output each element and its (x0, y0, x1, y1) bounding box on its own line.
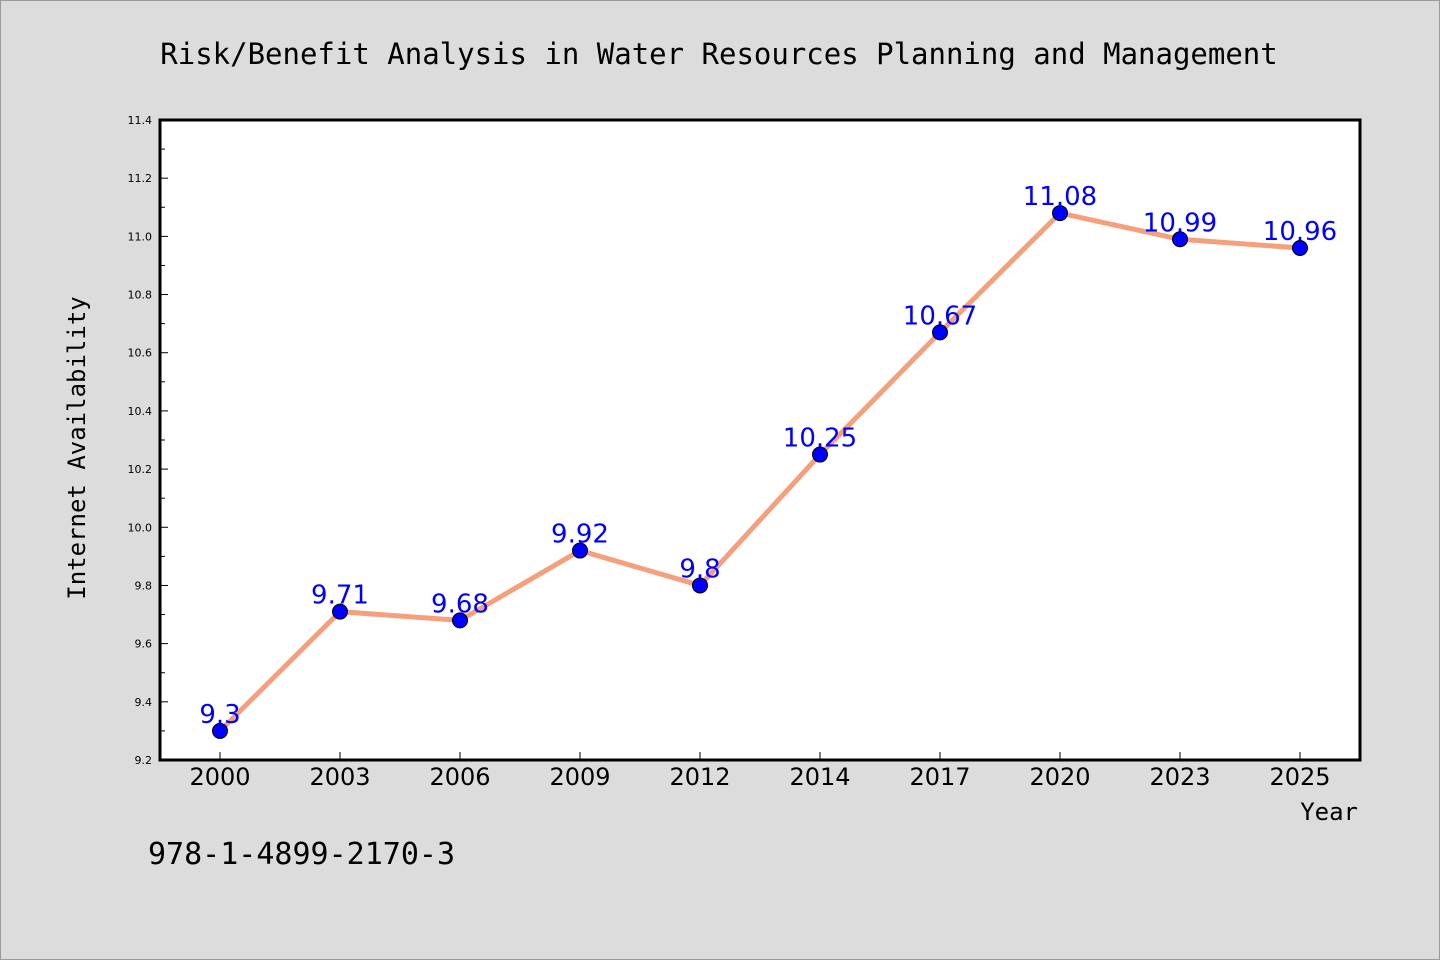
y-tick-label: 11.4 (128, 114, 153, 127)
data-point (1172, 231, 1188, 248)
y-tick-label: 11.0 (128, 230, 153, 243)
data-point (452, 612, 468, 629)
data-label: 9.71 (311, 581, 369, 611)
data-markers (212, 205, 1308, 739)
data-label: 9.8 (679, 554, 720, 584)
data-point (332, 603, 348, 620)
y-tick-label: 10.2 (128, 463, 153, 476)
x-tick-label: 2020 (1029, 763, 1090, 791)
y-tick-label: 10.4 (128, 405, 153, 418)
data-point (212, 722, 228, 739)
x-tick-label: 2014 (789, 763, 850, 791)
y-tick-label: 10.0 (128, 521, 153, 534)
y-tick-label: 10.6 (128, 347, 153, 360)
footer-code: 978-1-4899-2170-3 (148, 837, 455, 872)
y-axis: 9.2 9.4 9.6 9.8 10.0 10.2 10.4 10.6 10.8 11.0 11.2… (128, 114, 168, 767)
data-point (1052, 205, 1068, 222)
x-tick-label: 2023 (1149, 763, 1210, 791)
x-tick-label: 2003 (309, 763, 370, 791)
data-point (692, 577, 708, 594)
y-tick-label: 9.8 (135, 579, 153, 592)
series-line (218, 210, 1301, 733)
x-tick-label: 2017 (909, 763, 970, 791)
y-tick-label: 9.2 (135, 754, 153, 767)
data-label: 9.3 (199, 700, 240, 730)
data-label: 9.92 (551, 520, 609, 550)
data-point (1292, 240, 1308, 256)
y-axis-label: Internet Availability (63, 296, 91, 599)
x-axis: 2000 2003 2006 2009 2012 2014 2017 2020 2023 2025 (189, 752, 1331, 791)
data-label: 10.99 (1143, 208, 1217, 238)
data-label: 11.08 (1023, 182, 1097, 212)
data-label: 10.96 (1263, 217, 1337, 247)
data-point (812, 446, 828, 463)
data-point (932, 324, 948, 341)
x-tick-label: 2012 (669, 763, 730, 791)
data-label: 10.67 (903, 301, 977, 331)
data-point (572, 542, 588, 559)
y-tick-label: 10.8 (128, 289, 153, 302)
data-label: 9.68 (431, 589, 489, 619)
x-tick-label: 2000 (189, 763, 250, 791)
chart-title: Risk/Benefit Analysis in Water Resources… (160, 37, 1277, 71)
plot-area (158, 118, 1362, 762)
data-labels: 9.3 9.71 9.68 9.92 9.8 10.25 10.67 11.08 10.99 10… (199, 182, 1337, 730)
y-tick-label: 11.2 (128, 172, 153, 185)
data-label: 10.25 (783, 424, 857, 454)
x-tick-label: 2025 (1269, 763, 1330, 791)
x-tick-label: 2009 (549, 763, 610, 791)
y-tick-label: 9.4 (135, 696, 153, 709)
y-tick-label: 9.6 (135, 638, 153, 651)
x-tick-label: 2006 (429, 763, 490, 791)
x-axis-label: Year (1300, 798, 1358, 826)
